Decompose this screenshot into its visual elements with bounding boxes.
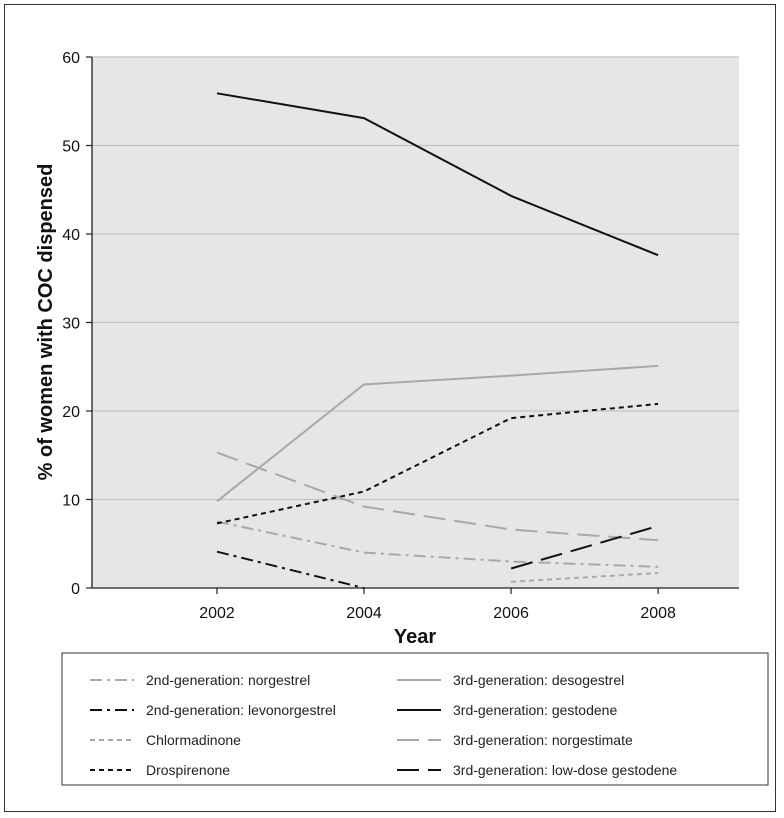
y-axis-title: % of women with COC dispensed (35, 164, 57, 481)
legend-label: Drospirenone (146, 762, 230, 778)
x-tick-label: 2002 (199, 605, 235, 622)
legend-label: Chlormadinone (146, 732, 241, 748)
legend-label: 3rd-generation: desogestrel (453, 672, 624, 688)
y-tick-label: 10 (62, 493, 80, 510)
y-tick-label: 30 (62, 316, 80, 333)
x-tick-label: 2008 (640, 605, 676, 622)
y-tick-label: 50 (62, 139, 80, 156)
legend-label: 3rd-generation: norgestimate (453, 732, 633, 748)
y-tick-label: 0 (71, 581, 80, 598)
y-tick-label: 40 (62, 227, 80, 244)
x-axis-title: Year (394, 626, 436, 648)
legend-label: 3rd-generation: low-dose gestodene (453, 762, 677, 778)
y-tick-label: 20 (62, 404, 80, 421)
legend-label: 3rd-generation: gestodene (453, 702, 617, 718)
legend-label: 2nd-generation: norgestrel (146, 672, 310, 688)
y-tick-label: 60 (62, 50, 80, 67)
x-tick-label: 2004 (346, 605, 382, 622)
x-tick-label: 2006 (493, 605, 529, 622)
legend-label: 2nd-generation: levonorgestrel (146, 702, 336, 718)
